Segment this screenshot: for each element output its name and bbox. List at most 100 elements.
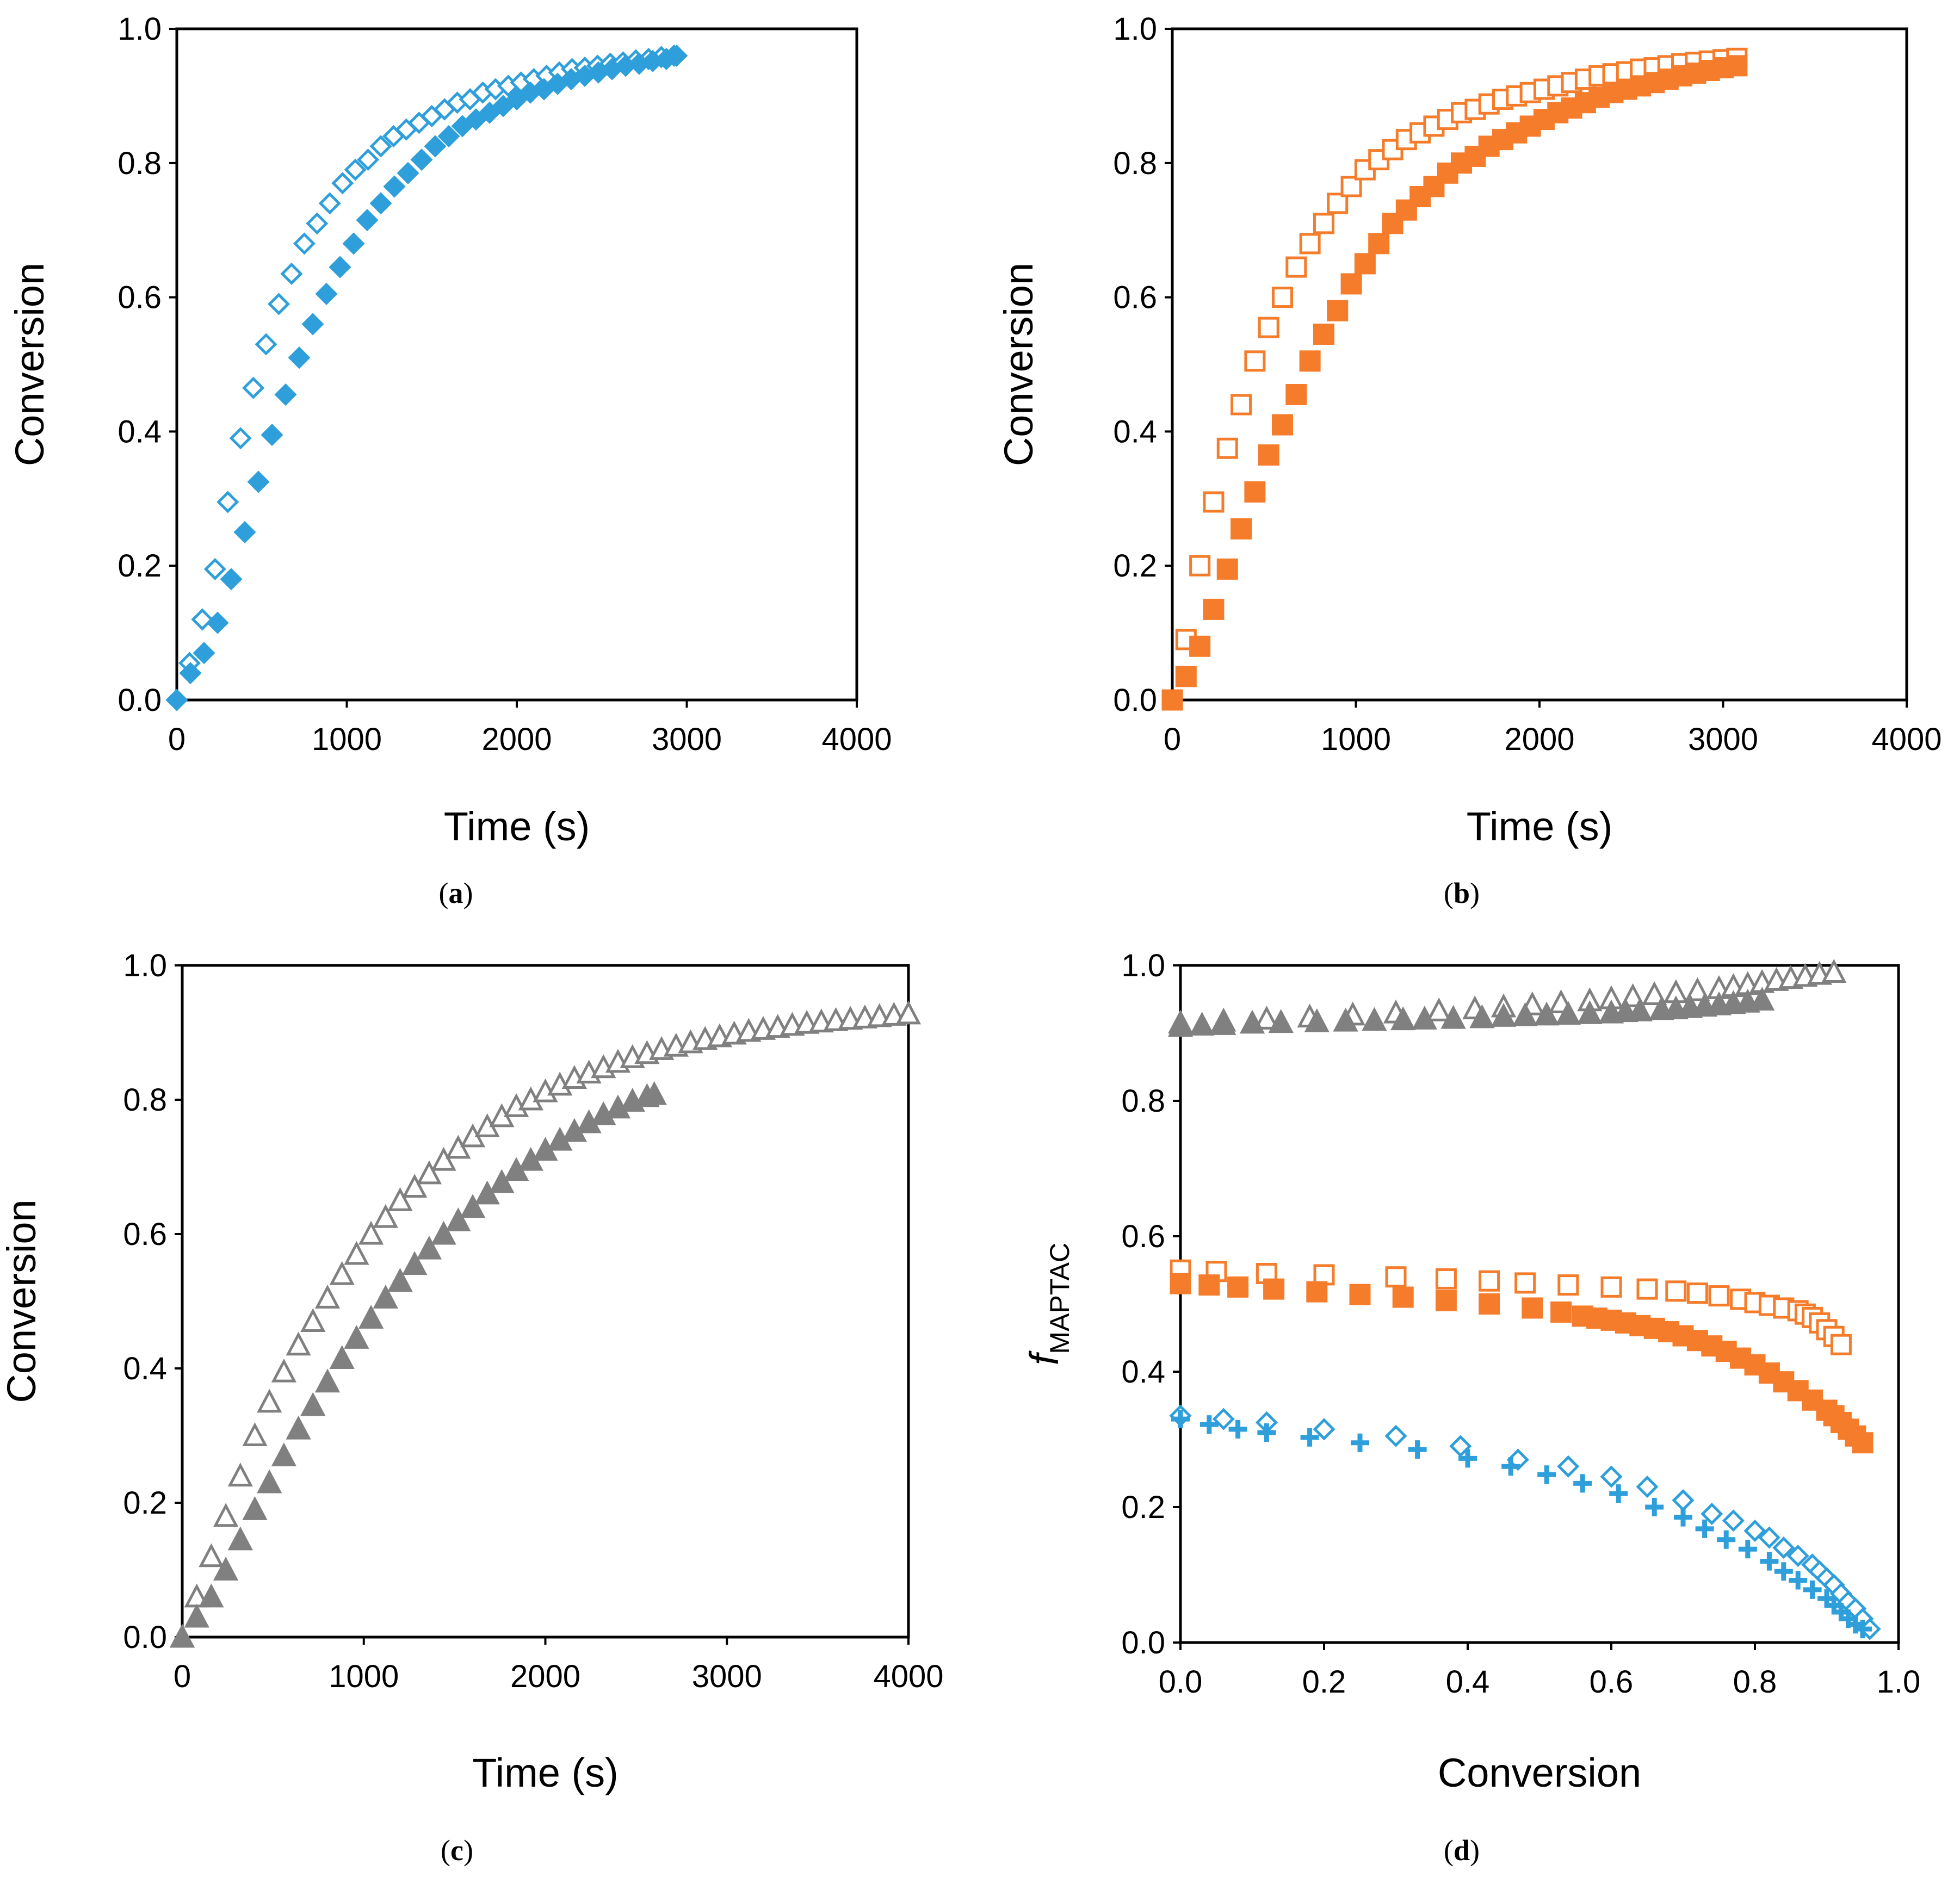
- data-point: [369, 135, 392, 158]
- data-point: [1198, 1274, 1220, 1296]
- data-point: [1555, 1001, 1581, 1025]
- data-point: [1550, 1301, 1572, 1323]
- data-point: [1464, 145, 1486, 167]
- y-tick-label: 0.6: [123, 1217, 167, 1252]
- data-point: [1244, 481, 1266, 503]
- chart-d: 0.0 0.2 0.4 0.6 0.8 1.0 0.0 0.2 0.4 0.6 0.8 1.0 Conv…: [1022, 948, 1920, 1867]
- y-tick-label: 0.8: [1121, 1083, 1165, 1119]
- y-tick-label: 0.4: [1113, 414, 1157, 449]
- y-tick-label: 1.0: [118, 11, 162, 47]
- data-point: [1390, 1006, 1416, 1031]
- series-open-triangles: [169, 1000, 922, 1648]
- data-point: [300, 1392, 326, 1416]
- data-point: [1600, 1276, 1622, 1298]
- data-point: [1803, 1580, 1822, 1599]
- x-tick-label: 3000: [692, 1659, 762, 1694]
- data-point: [1557, 1274, 1579, 1296]
- x-tick-label: 2000: [510, 1659, 580, 1694]
- data-point: [1479, 1293, 1500, 1315]
- data-point: [1512, 1002, 1538, 1026]
- x-tick-label: 4000: [1871, 722, 1942, 757]
- panel-caption: (c): [441, 1834, 473, 1867]
- data-point: [387, 1268, 413, 1292]
- data-point: [301, 313, 324, 336]
- data-point: [1392, 1286, 1414, 1308]
- data-point: [397, 162, 419, 184]
- data-point: [1167, 1013, 1194, 1037]
- data-point: [217, 491, 239, 513]
- data-point: [1272, 414, 1293, 436]
- data-point: [416, 1235, 442, 1260]
- caption-close-paren: ): [463, 1834, 473, 1867]
- data-point: [179, 662, 202, 685]
- data-point: [369, 192, 392, 215]
- x-tick-label: 4000: [873, 1659, 943, 1694]
- data-point: [318, 192, 341, 215]
- data-point: [1299, 350, 1321, 372]
- data-point: [1258, 444, 1279, 466]
- data-point: [665, 44, 688, 67]
- y-tick-label: 0.8: [118, 146, 162, 181]
- data-point: [1722, 1509, 1745, 1532]
- x-tick-label: 0.4: [1446, 1664, 1490, 1700]
- caption-letter: d: [1454, 1834, 1470, 1867]
- data-point: [261, 424, 283, 447]
- caption-open-paren: (: [1444, 1834, 1454, 1867]
- data-point: [1231, 394, 1252, 416]
- data-point: [1306, 1281, 1328, 1303]
- x-tick-label: 1000: [312, 722, 382, 757]
- data-point: [1426, 997, 1452, 1021]
- y-tick-label: 0.0: [118, 683, 162, 718]
- x-tick-label: 0.8: [1733, 1664, 1777, 1700]
- data-point: [1772, 1536, 1795, 1559]
- data-point: [1749, 987, 1775, 1011]
- data-point: [1491, 1003, 1517, 1027]
- data-point: [1228, 1420, 1247, 1439]
- data-point: [1203, 491, 1225, 513]
- data-point: [1227, 1276, 1249, 1298]
- x-tick-label: 3000: [652, 722, 722, 757]
- x-tick-label: 3000: [1688, 722, 1758, 757]
- data-point: [1189, 555, 1211, 577]
- plot-frame: [181, 964, 910, 1639]
- data-point: [300, 1308, 326, 1333]
- data-point: [165, 689, 188, 711]
- data-point: [1333, 1007, 1358, 1032]
- data-point: [227, 1526, 253, 1551]
- data-point: [274, 383, 297, 406]
- data-point: [1501, 1457, 1520, 1476]
- data-point: [288, 346, 311, 369]
- data-point: [1853, 1620, 1872, 1639]
- data-point: [242, 1496, 268, 1520]
- data-point: [1458, 1449, 1477, 1468]
- data-point: [1340, 176, 1362, 197]
- data-point: [227, 1463, 253, 1487]
- data-point: [1522, 1297, 1543, 1319]
- plot-frame: [175, 27, 858, 702]
- y-axis-label: Conversion: [0, 1199, 44, 1403]
- x-tick-label: 1000: [1321, 722, 1391, 757]
- y-tick-label: 0.4: [1121, 1354, 1165, 1390]
- y-tick-label: 0.0: [1121, 1625, 1165, 1660]
- data-point: [383, 175, 406, 198]
- data-point: [1627, 997, 1653, 1021]
- data-point: [424, 135, 447, 158]
- data-point: [1479, 1270, 1500, 1292]
- data-point: [280, 262, 303, 285]
- caption-letter: b: [1454, 877, 1470, 909]
- data-point: [373, 1204, 398, 1228]
- data-point: [1300, 1428, 1319, 1447]
- data-point: [242, 1422, 268, 1446]
- data-point: [329, 1345, 355, 1369]
- data-point: [1738, 1540, 1757, 1559]
- data-point: [1216, 558, 1238, 580]
- caption-letter: a: [449, 877, 463, 909]
- data-point: [1327, 193, 1349, 214]
- data-point: [184, 1603, 209, 1628]
- caption-open-paren: (: [439, 877, 449, 909]
- data-point: [1636, 1476, 1659, 1498]
- x-axis-label: Conversion: [1438, 1750, 1641, 1795]
- data-point: [1170, 1273, 1191, 1294]
- x-tick-label: 0: [1164, 722, 1181, 757]
